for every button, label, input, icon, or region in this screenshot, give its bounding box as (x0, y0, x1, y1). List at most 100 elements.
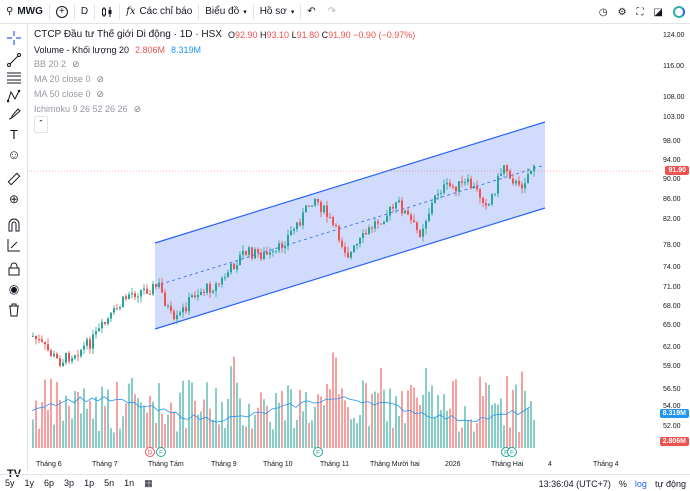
pattern-tool[interactable] (4, 86, 24, 106)
candle-body (284, 246, 286, 249)
volume-bar (65, 395, 67, 448)
candle-body (86, 339, 88, 346)
volume-bar (254, 414, 256, 448)
emoji-tool[interactable]: ☺ (4, 144, 24, 164)
volume-bar (353, 417, 355, 448)
log-toggle[interactable]: log (634, 478, 647, 489)
range-button-1y[interactable]: 1y (24, 478, 35, 488)
candle-body (344, 246, 346, 253)
date-range-button[interactable]: ▦ (139, 478, 158, 489)
price-tick: 74.00 (663, 264, 681, 271)
candle-body (41, 339, 43, 342)
eye-off-icon[interactable]: ⊘ (96, 88, 105, 99)
profile-menu[interactable]: Hồ sơ ▾ (254, 0, 301, 24)
legend-ma50-row[interactable]: MA 50 close 0 ⊘ (34, 87, 415, 102)
clock-time[interactable]: 13:36:04 (UTC+7) (538, 478, 611, 489)
legend-bb-row[interactable]: BB 20 2 ⊘ (34, 57, 415, 72)
brush-tool[interactable] (4, 104, 24, 124)
candle-body (362, 233, 364, 238)
volume-bar (38, 428, 40, 448)
lock-drawing-tool[interactable] (4, 235, 24, 255)
volume-bar (179, 392, 181, 448)
candle-type-button[interactable] (95, 0, 119, 24)
candle-body (119, 306, 121, 309)
candle-body (236, 265, 238, 270)
volume-bar (194, 400, 196, 448)
candle-body (452, 186, 454, 188)
indicators-button[interactable]: f𝑥 Các chỉ báo (120, 0, 198, 24)
volume-bar (230, 366, 232, 448)
range-button-5n[interactable]: 5n (104, 478, 115, 488)
eye-off-icon[interactable]: ⊘ (72, 59, 80, 70)
trend-line-tool[interactable] (4, 50, 24, 70)
undo-button[interactable]: ↶ (301, 0, 321, 24)
candle-body (482, 197, 484, 203)
volume-bar (113, 432, 115, 448)
visibility-tool[interactable]: ◉ (4, 279, 24, 299)
eye-off-icon[interactable]: ⊘ (133, 103, 142, 114)
volume-bar (479, 376, 481, 448)
candle-body (323, 205, 325, 213)
range-button-3p[interactable]: 3p (64, 478, 75, 488)
snapshot-button[interactable]: ◪ (649, 0, 668, 24)
volume-bar (470, 419, 472, 448)
volume-bar (224, 427, 226, 448)
volume-bar (200, 411, 202, 448)
range-button-1p[interactable]: 1p (84, 478, 95, 488)
range-button-1n[interactable]: 1n (124, 478, 135, 488)
candle-body (209, 283, 211, 293)
redo-button[interactable]: ↷ (322, 0, 342, 24)
candle-body (77, 355, 79, 357)
brush-icon (8, 108, 21, 120)
crosshair-tool[interactable] (4, 28, 24, 48)
ruler-icon (7, 172, 21, 186)
chart-legend: CTCP Đầu tư Thế giới Di động · 1D · HSX … (34, 28, 415, 133)
range-button-6p[interactable]: 6p (44, 478, 55, 488)
channel-lower-line (154, 207, 546, 330)
legend-ma20-row[interactable]: MA 20 close 0 ⊘ (34, 72, 415, 87)
magnet-tool[interactable] (4, 215, 24, 235)
volume-bar (365, 382, 367, 448)
ruler-tool[interactable] (4, 169, 24, 189)
legend-volume-row[interactable]: Volume - Khối lượng 20 2.806M 8.319M (34, 43, 415, 58)
range-button-5y[interactable]: 5y (5, 478, 15, 488)
delete-tool[interactable] (4, 300, 24, 320)
chart-type-menu[interactable]: Biểu đồ ▾ (199, 0, 252, 24)
event-marker-label: F (504, 451, 508, 457)
volume-bar (374, 391, 376, 448)
candle-body (56, 353, 58, 359)
percent-toggle[interactable]: % (618, 478, 627, 489)
volume-bar (107, 389, 109, 448)
volume-bar (467, 419, 469, 448)
time-tick: 2026 (445, 461, 461, 468)
fullscreen-button[interactable]: ⛶ (632, 0, 649, 24)
zoom-tool[interactable]: ⊕ (4, 189, 24, 209)
lock-tool[interactable] (4, 259, 24, 279)
candle-body (308, 205, 310, 207)
volume-bar (212, 419, 214, 448)
candle-body (419, 230, 421, 237)
time-tick: 4 (548, 461, 552, 468)
candle-body (47, 344, 49, 351)
eye-off-icon[interactable]: ⊘ (96, 74, 105, 85)
candle-body (59, 358, 61, 367)
alert-button[interactable]: ◷ (594, 0, 613, 24)
candle-body (326, 205, 328, 217)
price-tick: 108.00 (663, 94, 685, 101)
volume-ma-value: 8.319M (171, 44, 202, 55)
symbol-search-button[interactable]: ⚲ MWG (0, 0, 49, 24)
price-scale[interactable]: 124.00 116.00 108.00 103.00 98.00 94.00 90.00 8… (655, 24, 690, 470)
settings-button[interactable]: ⚙ (613, 0, 632, 24)
volume-bar (320, 396, 322, 448)
legend-collapse[interactable]: ⌃ (34, 116, 415, 133)
candle-body (467, 178, 469, 183)
auto-scale-toggle[interactable]: tự động (654, 478, 686, 489)
fib-tool[interactable] (4, 68, 24, 88)
candle-body (446, 182, 448, 185)
text-tool[interactable]: T (4, 124, 24, 144)
compare-button[interactable]: + (50, 0, 74, 24)
legend-ichimoku-row[interactable]: Ichimoku 9 26 52 26 26 ⊘ (34, 102, 415, 117)
price-tick: 86.00 (663, 196, 681, 203)
interval-button[interactable]: D (75, 0, 94, 24)
